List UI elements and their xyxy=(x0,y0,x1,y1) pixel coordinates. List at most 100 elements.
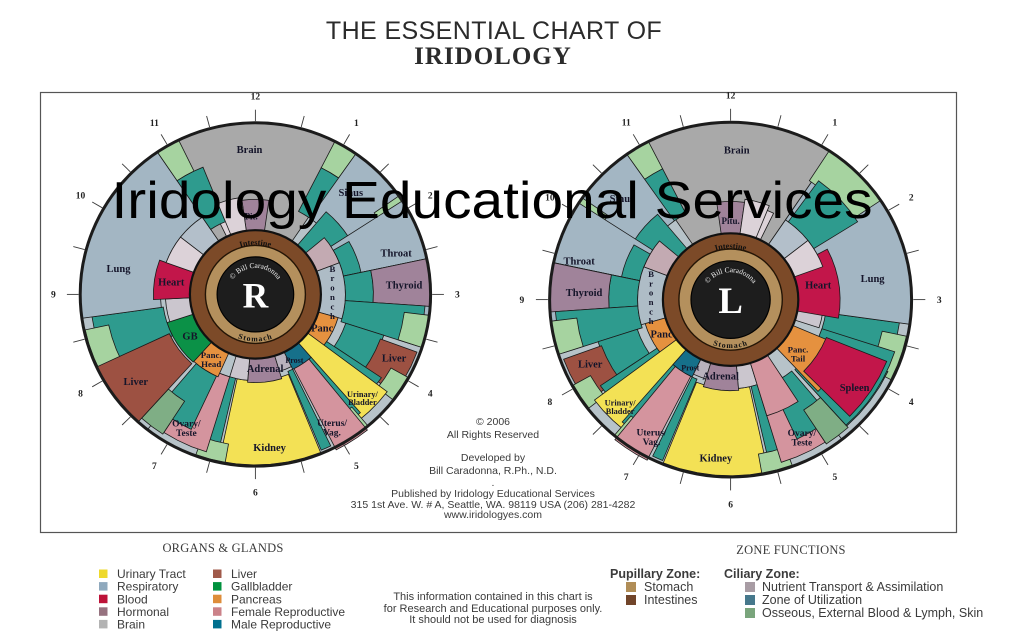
svg-text:for Research and Educational p: for Research and Educational purposes on… xyxy=(384,603,603,615)
svg-text:Liver: Liver xyxy=(578,359,603,370)
svg-text:Liver: Liver xyxy=(231,567,257,581)
svg-text:11: 11 xyxy=(150,119,159,129)
svg-text:Bladder: Bladder xyxy=(348,398,377,407)
svg-text:Stomach: Stomach xyxy=(644,580,693,594)
svg-text:11: 11 xyxy=(622,119,631,129)
svg-text:It should not be used for diag: It should not be used for diagnosis xyxy=(409,614,577,626)
svg-text:Respiratory: Respiratory xyxy=(117,580,178,594)
svg-text:2: 2 xyxy=(428,192,433,202)
svg-text:12: 12 xyxy=(726,91,736,101)
svg-text:o: o xyxy=(649,288,654,298)
svg-text:Uterus/: Uterus/ xyxy=(317,419,347,429)
svg-text:Pupillary Zone:: Pupillary Zone: xyxy=(610,567,700,581)
svg-text:6: 6 xyxy=(253,489,258,499)
svg-text:1: 1 xyxy=(354,119,359,129)
svg-text:Gallbladder: Gallbladder xyxy=(231,580,292,594)
svg-text:Heart: Heart xyxy=(158,278,185,289)
svg-text:R: R xyxy=(243,275,269,315)
svg-text:Iridology Educational Services: Iridology Educational Services xyxy=(112,172,873,230)
svg-text:L: L xyxy=(718,280,742,321)
svg-text:Female Reproductive: Female Reproductive xyxy=(231,605,345,619)
svg-text:Teste: Teste xyxy=(176,429,197,439)
svg-text:4: 4 xyxy=(428,390,433,400)
svg-text:Urinary/: Urinary/ xyxy=(605,399,637,408)
svg-text:8: 8 xyxy=(548,398,553,408)
svg-text:www.iridologyes.com: www.iridologyes.com xyxy=(443,509,542,521)
svg-text:Panc: Panc xyxy=(651,330,674,341)
svg-text:Spleen: Spleen xyxy=(840,383,870,394)
svg-text:Zone of Utilization: Zone of Utilization xyxy=(762,593,862,607)
svg-text:9: 9 xyxy=(51,291,56,301)
svg-text:Brain: Brain xyxy=(724,145,750,156)
svg-text:.: . xyxy=(492,477,495,489)
svg-text:3: 3 xyxy=(455,291,460,301)
svg-text:Urinary Tract: Urinary Tract xyxy=(117,567,186,581)
svg-text:Heart: Heart xyxy=(805,281,832,292)
svg-text:12: 12 xyxy=(251,93,261,103)
svg-text:B: B xyxy=(648,269,654,279)
svg-text:IRIDOLOGY: IRIDOLOGY xyxy=(414,43,572,70)
svg-text:n: n xyxy=(649,297,654,307)
svg-text:Prost: Prost xyxy=(681,363,699,372)
svg-text:Lung: Lung xyxy=(107,264,132,275)
svg-text:Throat: Throat xyxy=(563,257,595,268)
svg-text:Ciliary Zone:: Ciliary Zone: xyxy=(724,567,800,581)
svg-text:Panc.: Panc. xyxy=(788,345,809,355)
svg-text:Ovary/: Ovary/ xyxy=(788,429,817,439)
svg-text:THE ESSENTIAL CHART OF: THE ESSENTIAL CHART OF xyxy=(326,17,662,45)
svg-text:Nutrient Transport & Assimilat: Nutrient Transport & Assimilation xyxy=(762,580,943,594)
svg-text:B: B xyxy=(329,264,335,274)
svg-text:5: 5 xyxy=(833,473,838,483)
svg-text:Thyroid: Thyroid xyxy=(566,288,603,299)
svg-text:Pitu.: Pitu. xyxy=(721,216,739,226)
svg-text:All Rights Reserved: All Rights Reserved xyxy=(447,429,539,441)
svg-text:3: 3 xyxy=(937,296,942,306)
svg-text:ZONE FUNCTIONS: ZONE FUNCTIONS xyxy=(736,543,845,557)
svg-text:Liver: Liver xyxy=(124,377,149,388)
svg-text:Brain: Brain xyxy=(117,618,145,632)
svg-text:Throat: Throat xyxy=(380,248,412,259)
svg-text:10: 10 xyxy=(76,192,86,202)
svg-text:9: 9 xyxy=(520,296,525,306)
svg-text:r: r xyxy=(330,273,334,283)
svg-text:315 1st Ave. W. # A, Seattle,: 315 1st Ave. W. # A, Seattle, WA. 98119 … xyxy=(351,499,636,511)
svg-text:h: h xyxy=(649,316,654,326)
svg-text:Kidney: Kidney xyxy=(700,453,733,464)
svg-text:This information contained in: This information contained in this chart… xyxy=(393,591,593,603)
svg-text:6: 6 xyxy=(728,500,733,510)
svg-text:Vag.: Vag. xyxy=(323,429,341,439)
svg-text:Stomach: Stomach xyxy=(237,332,274,344)
svg-text:c: c xyxy=(649,307,653,317)
svg-text:Brain: Brain xyxy=(237,145,263,156)
svg-text:Panc: Panc xyxy=(311,323,334,334)
svg-text:Liver: Liver xyxy=(382,353,407,364)
svg-text:7: 7 xyxy=(152,462,157,472)
svg-text:c: c xyxy=(330,301,334,311)
svg-text:Hormonal: Hormonal xyxy=(117,605,169,619)
svg-text:Urinary/: Urinary/ xyxy=(347,390,379,399)
svg-text:Blood: Blood xyxy=(117,592,148,606)
svg-text:Teste: Teste xyxy=(792,439,813,449)
svg-text:Intestine: Intestine xyxy=(238,238,272,249)
svg-text:Uterus/: Uterus/ xyxy=(636,429,666,439)
svg-text:h: h xyxy=(330,311,335,321)
svg-text:Pit.: Pit. xyxy=(245,212,258,222)
svg-text:Intestine: Intestine xyxy=(714,241,748,252)
svg-text:Osseous, External Blood & Lymp: Osseous, External Blood & Lymph, Skin xyxy=(762,606,983,620)
svg-text:Vag.: Vag. xyxy=(643,438,661,448)
svg-text:1: 1 xyxy=(833,119,838,129)
svg-text:r: r xyxy=(649,278,653,288)
svg-text:Published by Iridology Educati: Published by Iridology Educational Servi… xyxy=(391,488,595,500)
svg-text:© 2006: © 2006 xyxy=(476,416,510,428)
svg-text:Pancreas: Pancreas xyxy=(231,592,282,606)
svg-text:Lung: Lung xyxy=(861,274,886,285)
svg-text:Sinus: Sinus xyxy=(610,194,635,205)
svg-text:Stomach: Stomach xyxy=(712,338,749,350)
svg-text:Panc.: Panc. xyxy=(201,350,222,360)
svg-text:Ovary/: Ovary/ xyxy=(172,420,201,430)
svg-text:Intestines: Intestines xyxy=(644,593,698,607)
svg-text:Bill Caradonna, R.Ph., N.D.: Bill Caradonna, R.Ph., N.D. xyxy=(429,465,557,477)
svg-text:4: 4 xyxy=(909,398,914,408)
svg-text:GB: GB xyxy=(182,332,197,343)
svg-text:Male Reproductive: Male Reproductive xyxy=(231,618,331,632)
